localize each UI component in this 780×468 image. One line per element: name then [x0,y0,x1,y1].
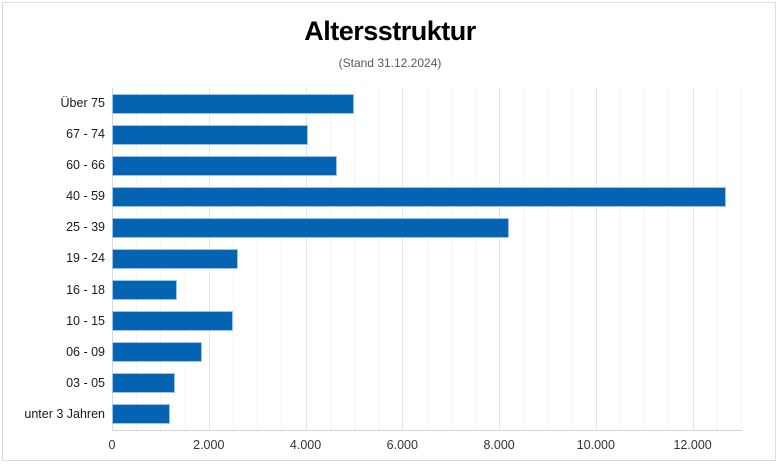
bar [112,155,337,176]
category-label: 25 - 39 [66,220,105,235]
category-label: 19 - 24 [66,251,105,266]
x-tick-label: 2.000 [193,438,225,452]
x-tick-label: 0 [108,438,116,452]
major-gridline [692,88,694,430]
bar [112,404,171,425]
plot-area [112,88,742,430]
bar [112,124,308,145]
minor-gridline [378,88,380,430]
bar [112,217,509,238]
major-gridline [402,88,404,430]
minor-gridline [329,88,331,430]
x-tick-label: 12.000 [673,438,712,452]
minor-gridline [426,88,428,430]
category-label: 06 - 09 [66,344,105,359]
bar [112,186,727,207]
bar [112,311,233,332]
minor-gridline [644,88,646,430]
category-label: 16 - 18 [66,282,105,297]
major-gridline [499,88,501,430]
minor-gridline [523,88,525,430]
category-label: unter 3 Jahren [24,406,105,421]
major-gridline [305,88,307,430]
x-tick-label: 6.000 [386,438,418,452]
x-tick-label: 10.000 [576,438,615,452]
x-tick-label: 8.000 [483,438,515,452]
x-axis-line [112,430,742,431]
minor-gridline [668,88,670,430]
chart-title: Altersstruktur [304,16,476,46]
bar [112,342,202,363]
x-axis-labels: 0 2.000 4.000 6.000 8.000 10.000 12.000 [0,438,780,456]
major-gridline [595,88,597,430]
category-label: 40 - 59 [66,189,105,204]
bar [112,373,175,394]
minor-gridline [474,88,476,430]
minor-gridline [281,88,283,430]
category-label: Über 75 [60,96,105,110]
chart-subtitle: (Stand 31.12.2024) [338,56,442,70]
y-axis-labels: Über 75 67 - 74 60 - 66 40 - 59 25 - 39 19 - … [0,88,105,430]
bar [112,249,238,269]
minor-gridline [741,88,742,430]
category-label: 03 - 05 [66,375,105,390]
minor-gridline [353,88,355,430]
minor-gridline [716,88,718,430]
bar [112,280,178,301]
minor-gridline [620,88,622,430]
category-label: 10 - 15 [66,313,105,328]
minor-gridline [450,88,452,430]
minor-gridline [257,88,259,430]
minor-gridline [571,88,573,430]
category-label: 60 - 66 [66,158,105,173]
category-label: 67 - 74 [66,127,105,142]
x-tick-label: 4.000 [289,438,322,452]
bar [112,93,354,114]
minor-gridline [547,88,549,430]
